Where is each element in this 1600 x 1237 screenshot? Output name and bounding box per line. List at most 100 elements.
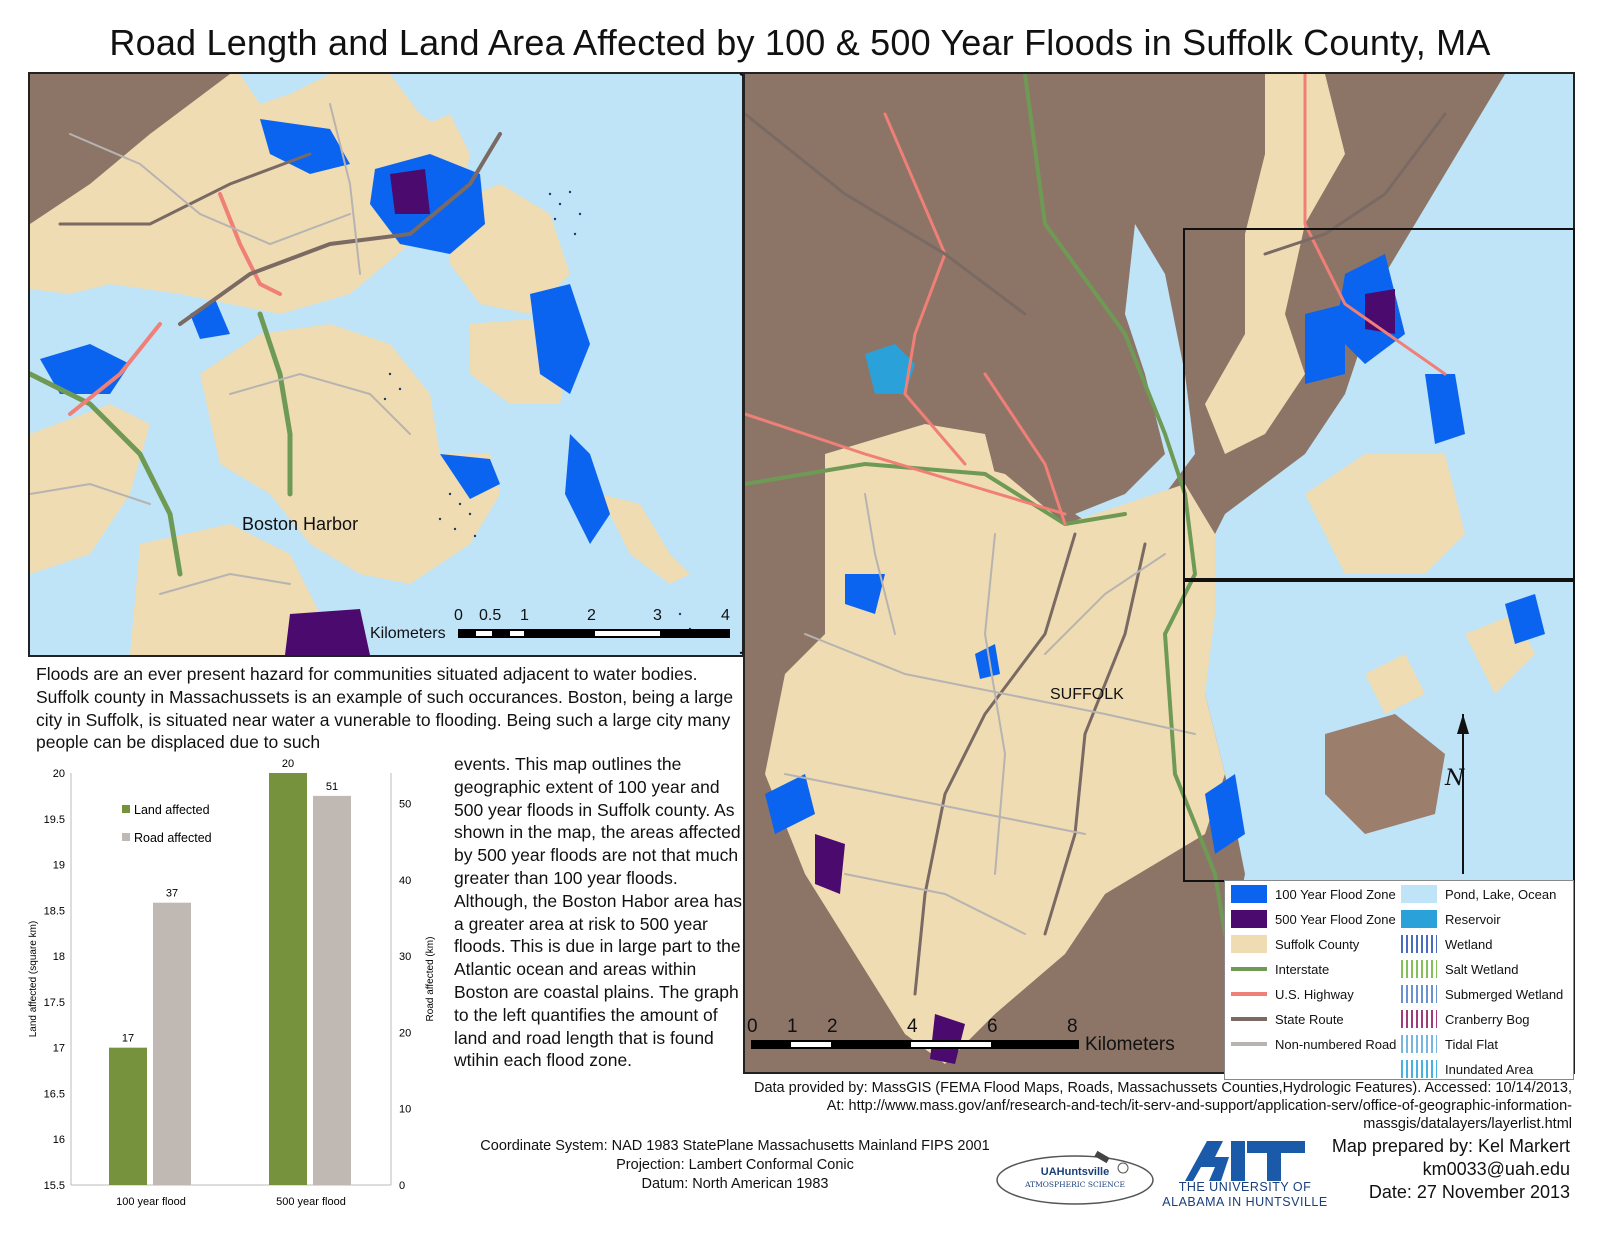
- data-label: 51: [326, 781, 338, 793]
- y-tick-left: 19: [53, 860, 65, 872]
- legend-label: Non-numbered Road: [1275, 1036, 1397, 1052]
- main-scale-unit: Kilometers: [1085, 1034, 1175, 1055]
- datum: Datum: North American 1983: [641, 1176, 829, 1192]
- y-tick-right: 30: [399, 951, 411, 963]
- legend-swatch: [1231, 910, 1267, 928]
- y-tick-left: 16: [53, 1134, 65, 1146]
- main-scale-bar: [751, 1040, 1079, 1049]
- author-email: km0033@uah.edu: [1422, 1159, 1570, 1179]
- data-label: 20: [282, 758, 294, 770]
- legend-swatch: [1401, 935, 1437, 953]
- legend-label: Reservoir: [1445, 911, 1501, 927]
- projection: Projection: Lambert Conformal Conic: [616, 1157, 854, 1173]
- y-tick-left: 18: [53, 951, 65, 963]
- x-tick-label: 100 year flood: [116, 1196, 186, 1208]
- uah-name: THE UNIVERSITY OF ALABAMA IN HUNTSVILLE: [1160, 1180, 1330, 1210]
- legend-label: 100 Year Flood Zone: [1275, 886, 1396, 902]
- main-map-graphic: [745, 74, 1573, 1072]
- legend-label: Tidal Flat: [1445, 1036, 1498, 1052]
- chart-legend-swatch: [122, 805, 130, 813]
- legend-swatch: [1231, 960, 1267, 978]
- uah-name-line1: THE UNIVERSITY OF: [1178, 1180, 1312, 1194]
- legend-swatch: [1231, 935, 1267, 953]
- map-legend: 100 Year Flood Zone 500 Year Flood Zone Su…: [1224, 880, 1574, 1080]
- main-scale-tick: 6: [987, 1016, 998, 1037]
- y-tick-left: 16.5: [44, 1088, 65, 1100]
- north-arrow-graphic: [1457, 714, 1469, 874]
- uah-name-line2: ALABAMA IN HUNTSVILLE: [1162, 1195, 1328, 1209]
- inset-scale-tick: 0: [454, 607, 463, 624]
- legend-item: State Route: [1231, 1008, 1344, 1030]
- coordinate-info: Coordinate System: NAD 1983 StatePlane M…: [440, 1137, 1030, 1194]
- map-title: Road Length and Land Area Affected by 10…: [109, 22, 1491, 63]
- legend-item: U.S. Highway: [1231, 983, 1354, 1005]
- legend-swatch: [1401, 910, 1437, 928]
- detail-frame-lower: [1183, 578, 1575, 882]
- inset-map-graphic: [30, 74, 742, 655]
- legend-swatch: [1401, 885, 1437, 903]
- legend-item: Cranberry Bog: [1401, 1008, 1530, 1030]
- legend-label: Submerged Wetland: [1445, 986, 1564, 1002]
- y-axis-left-title: Land affected (square km): [28, 921, 39, 1038]
- main-scale-tick: 2: [827, 1016, 838, 1037]
- description-paragraph-top: Floods are an ever present hazard for co…: [36, 664, 734, 753]
- y-tick-right: 50: [399, 799, 411, 811]
- y-tick-right: 10: [399, 1104, 411, 1116]
- data-credits: Data provided by: MassGIS (FEMA Flood Ma…: [753, 1080, 1572, 1132]
- legend-item: Salt Wetland: [1401, 958, 1518, 980]
- main-scale-tick: 4: [907, 1016, 918, 1037]
- legend-label: Inundated Area: [1445, 1061, 1534, 1077]
- north-arrow-label: N: [1445, 766, 1465, 791]
- inset-scale-tick: 1: [520, 607, 529, 624]
- y-tick-left: 17: [53, 1043, 65, 1055]
- inset-scale-tick: 3: [653, 607, 662, 624]
- y-tick-right: 40: [399, 875, 411, 887]
- chart-bar: [153, 902, 191, 1185]
- legend-item: Reservoir: [1401, 908, 1501, 930]
- legend-item: Interstate: [1231, 958, 1329, 980]
- legend-swatch: [1401, 985, 1437, 1003]
- legend-item: Non-numbered Road: [1231, 1033, 1396, 1055]
- legend-label: Pond, Lake, Ocean: [1445, 886, 1557, 902]
- y-tick-left: 15.5: [44, 1180, 65, 1192]
- y-tick-right: 0: [399, 1180, 405, 1192]
- main-scale-tick: 8: [1067, 1016, 1078, 1037]
- y-tick-left: 18.5: [44, 905, 65, 917]
- inset-scale-unit: Kilometers: [370, 625, 446, 642]
- legend-item: Suffolk County: [1231, 933, 1359, 955]
- y-tick-left: 17.5: [44, 997, 65, 1009]
- legend-label: 500 Year Flood Zone: [1275, 911, 1396, 927]
- uah-logo: [1185, 1137, 1305, 1181]
- inset-map-boston-harbor: Boston Harbor Kilometers 0 0.5 1 2 3 4: [28, 72, 744, 657]
- chart-bar: [109, 1047, 147, 1185]
- legend-swatch: [1401, 960, 1437, 978]
- legend-swatch: [1231, 1010, 1267, 1028]
- chart-legend-label: Land affected: [134, 803, 210, 817]
- legend-label: Interstate: [1275, 961, 1330, 977]
- chart-legend-swatch: [122, 833, 130, 841]
- chart-bar: [313, 795, 351, 1185]
- flood-impact-chart: 15.5 16 16.5 17 17.5 18 18.5 19 19.5 20 0 10 20 30 40 5…: [26, 755, 446, 1225]
- prepared-by: Map prepared by: Kel Markert: [1331, 1136, 1570, 1156]
- coordinate-system: Coordinate System: NAD 1983 StatePlane M…: [480, 1138, 990, 1154]
- main-scale-tick: 0: [747, 1016, 758, 1037]
- data-label: 17: [122, 1033, 134, 1045]
- inset-scale-tick: 2: [587, 607, 596, 624]
- legend-label: Suffolk County: [1275, 936, 1360, 952]
- y-axis-right-title: Road affected (km): [425, 937, 436, 1022]
- legend-swatch: [1401, 1010, 1437, 1028]
- legend-item: Submerged Wetland: [1401, 983, 1563, 1005]
- author-info: Map prepared by: Kel Markert km0033@uah.…: [1300, 1135, 1570, 1204]
- data-label: 37: [166, 888, 178, 900]
- legend-label: U.S. Highway: [1275, 986, 1354, 1002]
- inset-scale-tick: 0.5: [479, 607, 502, 624]
- inset-scale-tick: 4: [721, 607, 730, 624]
- legend-item: 500 Year Flood Zone: [1231, 908, 1396, 930]
- legend-item: Tidal Flat: [1401, 1033, 1498, 1055]
- y-tick-left: 20: [53, 768, 65, 780]
- legend-item: Inundated Area: [1401, 1058, 1533, 1080]
- legend-swatch: [1231, 985, 1267, 1003]
- satellite-icon: [996, 1150, 1154, 1205]
- main-scale-tick: 1: [787, 1016, 798, 1037]
- chart-svg: 15.5 16 16.5 17 17.5 18 18.5 19 19.5 20 0 10 20 30 40 5…: [28, 758, 436, 1208]
